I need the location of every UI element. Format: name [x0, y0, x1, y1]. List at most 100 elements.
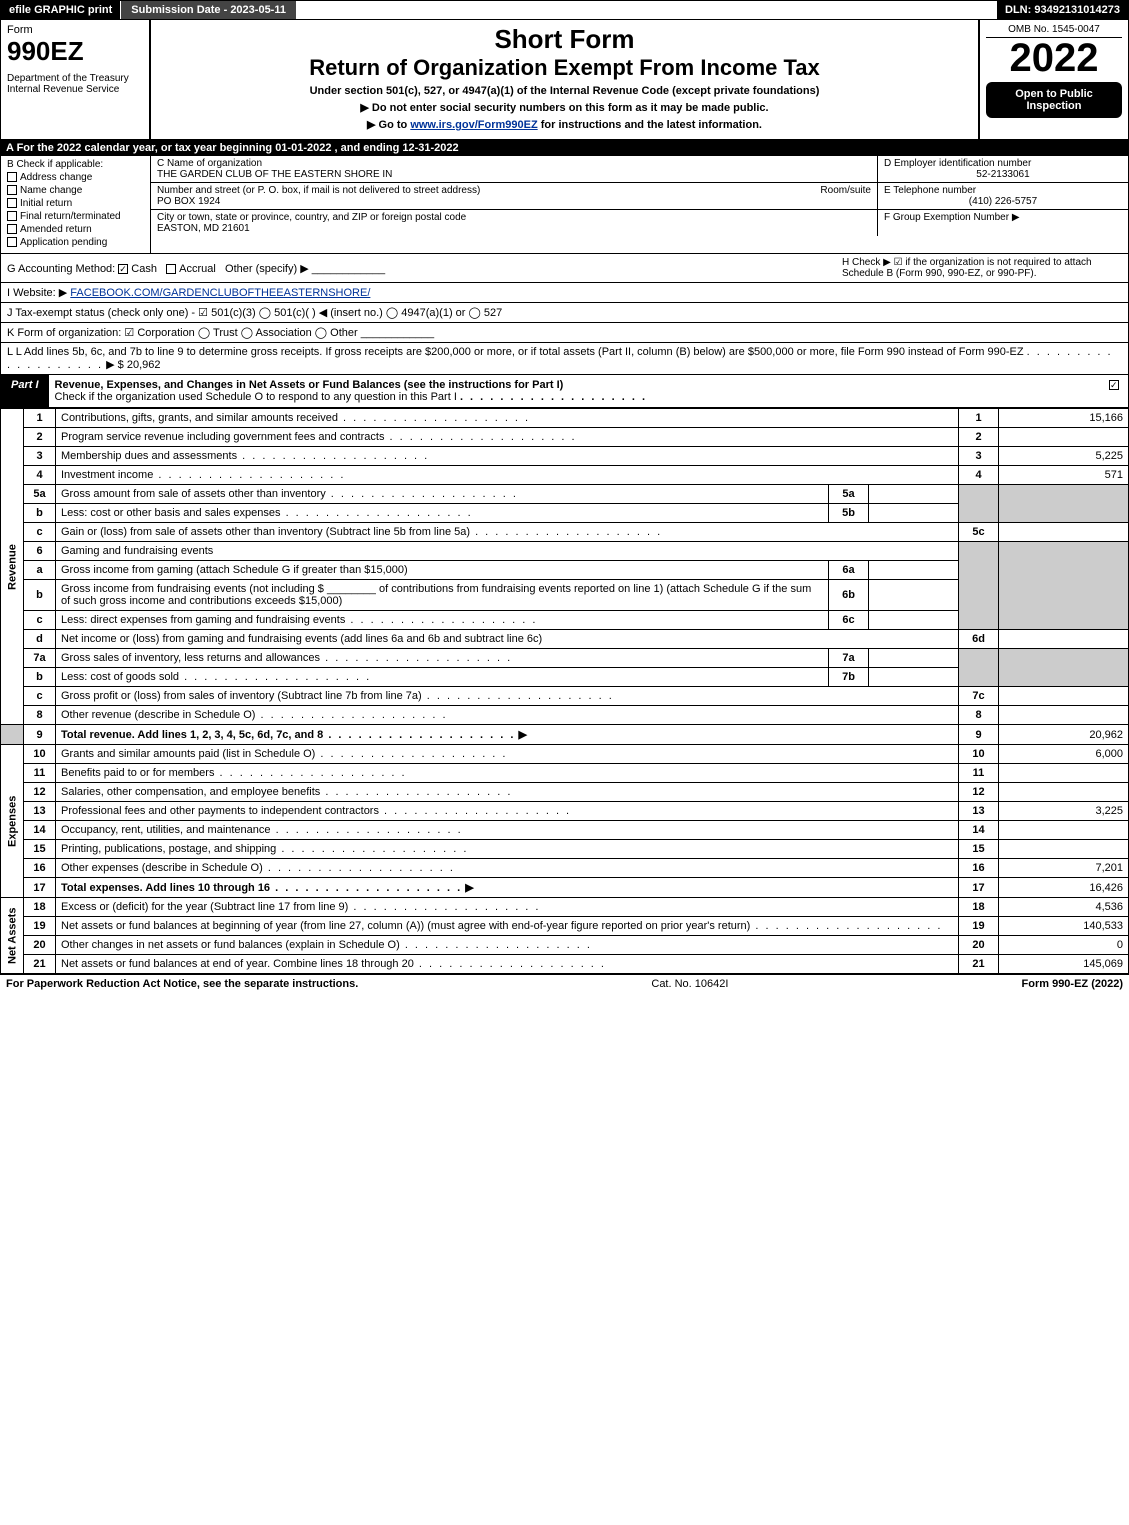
group-cell: F Group Exemption Number ▶ — [878, 210, 1128, 236]
irs-link[interactable]: www.irs.gov/Form990EZ — [410, 119, 537, 131]
form-number: 990EZ — [7, 36, 143, 67]
line-12-amount — [999, 783, 1129, 802]
line-3-desc: Membership dues and assessments — [56, 447, 959, 466]
line-9-desc: Total revenue. Add lines 1, 2, 3, 4, 5c,… — [56, 725, 959, 745]
line-a: A For the 2022 calendar year, or tax yea… — [0, 140, 1129, 156]
line-18-rnum: 18 — [959, 898, 999, 917]
line-1-amount: 15,166 — [999, 409, 1129, 428]
group-label: F Group Exemption Number ▶ — [884, 212, 1122, 223]
footer-left: For Paperwork Reduction Act Notice, see … — [6, 978, 358, 990]
website-link[interactable]: FACEBOOK.COM/GARDENCLUBOFTHEEASTERNSHORE… — [70, 287, 370, 299]
city-value: EASTON, MD 21601 — [157, 223, 871, 234]
dept-treasury: Department of the Treasury — [7, 73, 143, 84]
addr-value: PO BOX 1924 — [157, 196, 871, 207]
part-1-header: Part I Revenue, Expenses, and Changes in… — [0, 375, 1129, 408]
efile-print[interactable]: efile GRAPHIC print — [1, 1, 120, 19]
line-4-amount: 571 — [999, 466, 1129, 485]
line-13-amount: 3,225 — [999, 802, 1129, 821]
line-2-rnum: 2 — [959, 428, 999, 447]
row-k: K Form of organization: ☑ Corporation ◯ … — [0, 323, 1129, 343]
line-1-rnum: 1 — [959, 409, 999, 428]
line-15-num: 15 — [24, 840, 56, 859]
page-footer: For Paperwork Reduction Act Notice, see … — [0, 974, 1129, 993]
line-10-desc: Grants and similar amounts paid (list in… — [56, 745, 959, 764]
line-6-desc: Gaming and fundraising events — [56, 542, 959, 561]
line-9-amount: 20,962 — [999, 725, 1129, 745]
line-20-amount: 0 — [999, 936, 1129, 955]
line-2-num: 2 — [24, 428, 56, 447]
line-1-desc: Contributions, gifts, grants, and simila… — [56, 409, 959, 428]
line-5b-num: b — [24, 504, 56, 523]
line-13-rnum: 13 — [959, 802, 999, 821]
header-mid: Short Form Return of Organization Exempt… — [151, 20, 978, 139]
line-19-amount: 140,533 — [999, 917, 1129, 936]
line-19-rnum: 19 — [959, 917, 999, 936]
line-6b-subval — [869, 580, 959, 611]
return-title: Return of Organization Exempt From Incom… — [157, 55, 972, 81]
line-10-rnum: 10 — [959, 745, 999, 764]
i-label: I Website: ▶ — [7, 287, 67, 299]
j-label: J Tax-exempt status (check only one) - — [7, 307, 195, 319]
line-13-num: 13 — [24, 802, 56, 821]
chk-name-change[interactable]: Name change — [7, 185, 144, 196]
line-5b-sub: 5b — [829, 504, 869, 523]
dln: DLN: 93492131014273 — [997, 1, 1128, 19]
line-6d-desc: Net income or (loss) from gaming and fun… — [56, 630, 959, 649]
org-name: THE GARDEN CLUB OF THE EASTERN SHORE IN — [157, 169, 871, 180]
line-21-rnum: 21 — [959, 955, 999, 974]
line-12-desc: Salaries, other compensation, and employ… — [56, 783, 959, 802]
topbar: efile GRAPHIC print Submission Date - 20… — [0, 0, 1129, 20]
part-1-check[interactable] — [1103, 375, 1128, 407]
org-name-label: C Name of organization — [157, 158, 871, 169]
line-6d-num: d — [24, 630, 56, 649]
row-l: L L Add lines 5b, 6c, and 7b to line 9 t… — [0, 343, 1129, 375]
chk-pending[interactable]: Application pending — [7, 237, 144, 248]
open-public-badge: Open to Public Inspection — [986, 82, 1122, 118]
line-7a-sub: 7a — [829, 649, 869, 668]
chk-final-return[interactable]: Final return/terminated — [7, 211, 144, 222]
goto-link-row: ▶ Go to www.irs.gov/Form990EZ for instru… — [157, 118, 972, 131]
line-5a-desc: Gross amount from sale of assets other t… — [56, 485, 829, 504]
row-g: G Accounting Method: Cash Accrual Other … — [7, 262, 842, 275]
chk-initial-return[interactable]: Initial return — [7, 198, 144, 209]
line-17-rnum: 17 — [959, 878, 999, 898]
line-6c-sub: 6c — [829, 611, 869, 630]
line-5c-rnum: 5c — [959, 523, 999, 542]
shaded-7-amt — [999, 649, 1129, 687]
row-g-h: G Accounting Method: Cash Accrual Other … — [0, 254, 1129, 283]
line-5c-amount — [999, 523, 1129, 542]
shaded-7 — [959, 649, 999, 687]
line-4-rnum: 4 — [959, 466, 999, 485]
chk-amended[interactable]: Amended return — [7, 224, 144, 235]
line-2-desc: Program service revenue including govern… — [56, 428, 959, 447]
line-6b-num: b — [24, 580, 56, 611]
tax-year: 2022 — [986, 38, 1122, 78]
line-6a-num: a — [24, 561, 56, 580]
irs-label: Internal Revenue Service — [7, 84, 143, 95]
submission-date: Submission Date - 2023-05-11 — [120, 1, 296, 19]
line-19-desc: Net assets or fund balances at beginning… — [56, 917, 959, 936]
chk-cash[interactable] — [118, 264, 128, 274]
chk-address-change[interactable]: Address change — [7, 172, 144, 183]
row-j: J Tax-exempt status (check only one) - ☑… — [0, 303, 1129, 323]
line-4-num: 4 — [24, 466, 56, 485]
line-18-desc: Excess or (deficit) for the year (Subtra… — [56, 898, 959, 917]
part-1-desc: Revenue, Expenses, and Changes in Net As… — [49, 375, 1103, 407]
line-11-desc: Benefits paid to or for members — [56, 764, 959, 783]
l-text: L Add lines 5b, 6c, and 7b to line 9 to … — [16, 346, 1024, 358]
line-17-amount: 16,426 — [999, 878, 1129, 898]
line-11-num: 11 — [24, 764, 56, 783]
line-21-amount: 145,069 — [999, 955, 1129, 974]
line-7b-desc: Less: cost of goods sold — [56, 668, 829, 687]
line-8-desc: Other revenue (describe in Schedule O) — [56, 706, 959, 725]
line-16-amount: 7,201 — [999, 859, 1129, 878]
spacer-rev — [1, 725, 24, 745]
l-amount: ▶ $ 20,962 — [106, 359, 160, 371]
line-10-amount: 6,000 — [999, 745, 1129, 764]
chk-accrual[interactable] — [166, 264, 176, 274]
line-15-desc: Printing, publications, postage, and shi… — [56, 840, 959, 859]
col-cde: C Name of organization THE GARDEN CLUB O… — [151, 156, 1128, 253]
ein-cell: D Employer identification number 52-2133… — [878, 156, 1128, 182]
addr-cell: Number and street (or P. O. box, if mail… — [151, 183, 878, 209]
line-5a-num: 5a — [24, 485, 56, 504]
